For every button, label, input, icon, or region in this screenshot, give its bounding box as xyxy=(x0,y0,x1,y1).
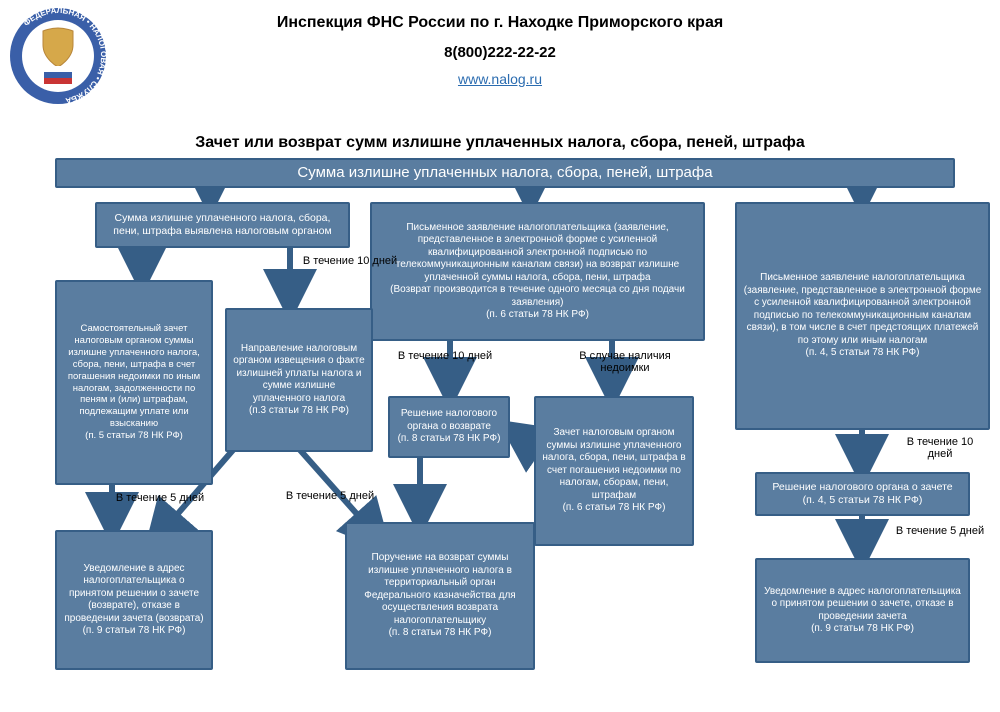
flow-node-b3: Поручение на возврат суммы излишне уплач… xyxy=(345,522,535,670)
edge-label: В течение 5 дней xyxy=(285,490,375,502)
flow-node-c: Письменное заявление налогоплательщика (… xyxy=(735,202,990,430)
flow-node-b: Письменное заявление налогоплательщика (… xyxy=(370,202,705,341)
edge-label: В течение 5 дней xyxy=(110,492,210,504)
org-title: Инспекция ФНС России по г. Находке Примо… xyxy=(200,14,800,32)
flowchart-title: Зачет или возврат сумм излишне уплаченны… xyxy=(80,134,920,152)
phone-number: 8(800)222-22-22 xyxy=(200,44,800,61)
flow-node-c2: Уведомление в адрес налогоплательщика о … xyxy=(755,558,970,663)
flow-node-a1: Самостоятельный зачет налоговым органом … xyxy=(55,280,213,485)
edge-label: В течение 10 дней xyxy=(300,255,400,267)
flow-node-b2: Зачет налоговым органом суммы излишне уп… xyxy=(534,396,694,546)
flow-node-a3: Уведомление в адрес налогоплательщика о … xyxy=(55,530,213,670)
flow-node-top: Сумма излишне уплаченных налога, сбора, … xyxy=(55,158,955,188)
edge-label: В течение 5 дней xyxy=(895,525,985,537)
flow-node-b1: Решение налогового органа о возврате (п.… xyxy=(388,396,510,458)
flow-node-a: Сумма излишне уплаченного налога, сбора,… xyxy=(95,202,350,248)
edge-label: В течение 10 дней xyxy=(395,350,495,362)
fns-logo-icon: ФЕДЕРАЛЬНАЯ • НАЛОГОВАЯ • СЛУЖБА xyxy=(8,6,108,106)
edge-label: В случае наличия недоимки xyxy=(570,350,680,374)
edge-label: В течение 10 дней xyxy=(895,436,985,460)
flow-node-c1: Решение налогового органа о зачете (п. 4… xyxy=(755,472,970,516)
website-link[interactable]: www.nalog.ru xyxy=(200,71,800,87)
flow-node-a2: Направление налоговым органом извещения … xyxy=(225,308,373,452)
